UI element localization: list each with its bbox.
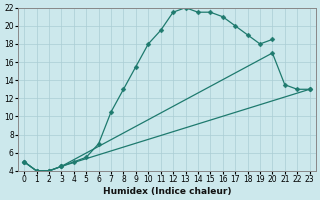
X-axis label: Humidex (Indice chaleur): Humidex (Indice chaleur) xyxy=(103,187,231,196)
